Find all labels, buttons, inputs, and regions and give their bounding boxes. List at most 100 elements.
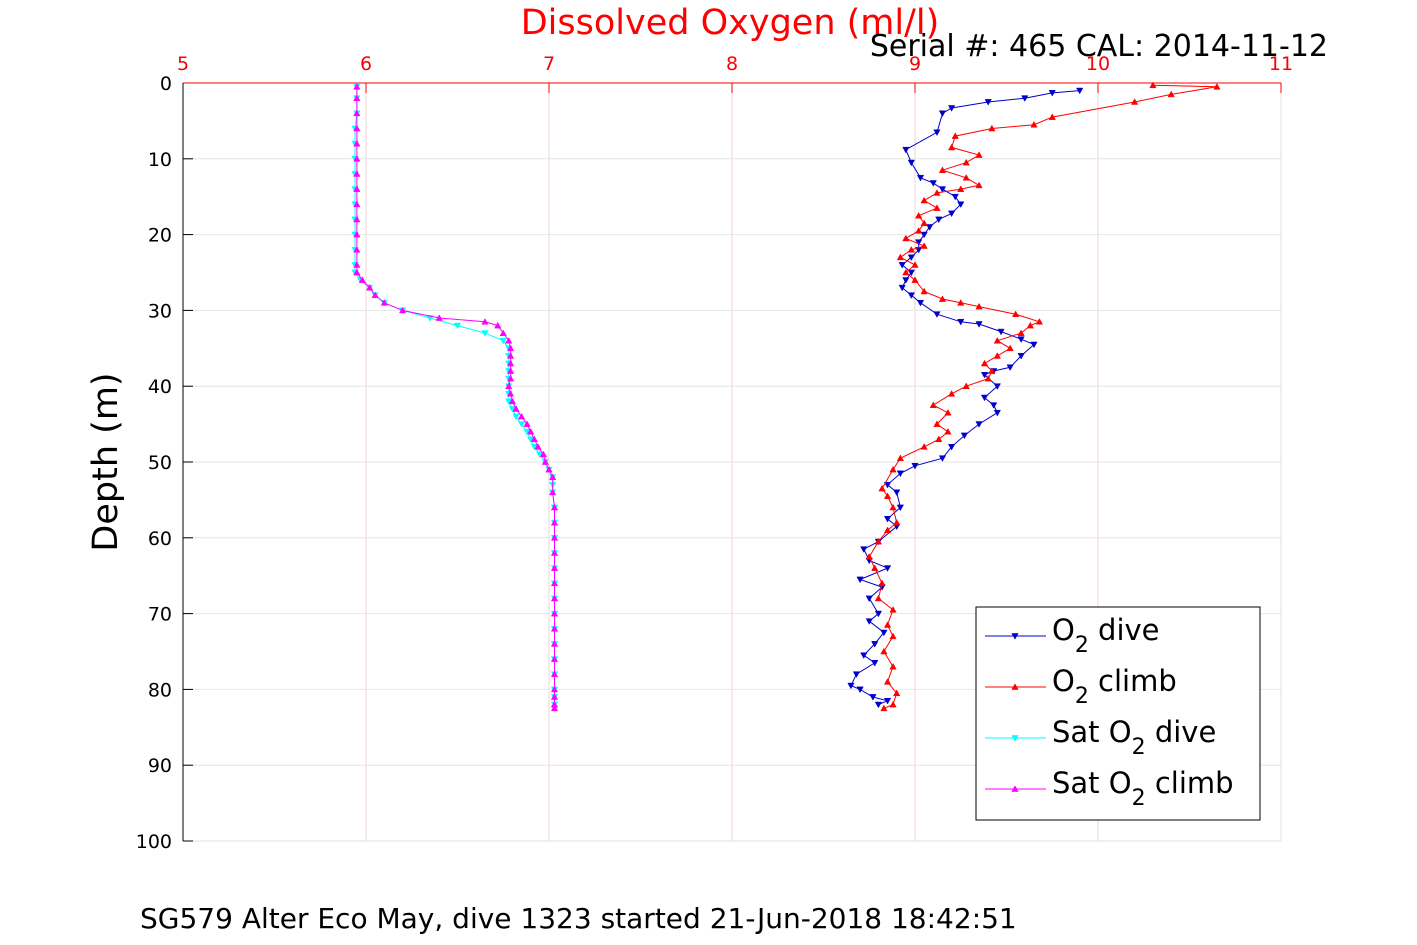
data-point-sat-o2-climb [499,329,507,336]
x-tick-label: 8 [726,53,738,75]
data-point-o2-dive [860,652,868,660]
data-point-sat-o2-climb [506,367,515,374]
data-point-o2-climb [938,166,947,173]
data-point-o2-climb [929,401,937,408]
data-point-o2-dive [980,372,989,379]
data-point-o2-climb [1048,113,1056,120]
data-point-o2-climb [920,242,928,249]
data-point-o2-dive [916,300,925,307]
chart-title: Dissolved Oxygen (ml/l) [521,3,940,43]
data-point-sat-o2-climb [549,473,557,480]
data-point-sat-o2-climb [550,549,559,556]
y-tick-label: 10 [148,149,172,171]
legend-entry-o2-dive: O2 dive [985,613,1160,658]
data-point-o2-climb [957,299,965,306]
data-point-sat-o2-climb [527,427,535,435]
data-point-o2-dive [874,610,883,618]
data-point-o2-climb [975,151,983,158]
data-point-sat-o2-climb [353,261,361,268]
data-point-o2-dive [856,686,864,694]
data-point-sat-o2-climb [353,200,361,208]
legend-box [975,606,1261,821]
data-point-sat-o2-climb [550,693,559,700]
legend: O2 dive O2 climb Sat O2 dive Sat O2 climb [975,606,1261,821]
data-point-o2-climb [980,359,989,367]
data-point-o2-climb [896,454,904,462]
data-point-o2-dive [907,159,915,167]
data-point-o2-climb [874,537,883,545]
data-point-o2-climb [896,253,904,261]
data-point-o2-climb [962,158,970,166]
y-tick-label: 90 [148,755,172,777]
data-point-o2-dive [896,470,904,478]
data-point-o2-dive [902,277,910,284]
data-point-sat-o2-climb [353,230,361,238]
data-point-o2-dive [907,269,915,277]
data-point-o2-dive [997,328,1005,336]
data-point-o2-climb [957,185,965,192]
data-point-o2-climb [920,219,928,227]
legend-label: O2 dive [1052,613,1160,658]
data-point-sat-o2-climb [512,405,520,412]
data-point-o2-climb [1213,83,1221,90]
data-point-o2-climb [944,409,952,416]
data-point-o2-dive [898,262,906,269]
data-point-o2-climb [889,606,897,613]
data-point-o2-climb [893,689,901,696]
data-point-sat-o2-climb [435,314,443,321]
data-point-sat-o2-climb [353,185,361,192]
data-point-o2-dive [847,682,855,690]
data-point-o2-climb [883,492,892,499]
data-point-o2-climb [1030,120,1038,128]
data-point-o2-dive [871,660,879,667]
data-point-sat-o2-climb [353,215,361,223]
data-point-o2-dive [938,186,947,193]
data-point-o2-dive [920,231,928,239]
y-tick-label: 70 [148,604,172,626]
data-point-sat-o2-climb [494,321,502,329]
data-point-sat-o2-dive [517,421,526,428]
data-point-o2-dive [911,462,919,470]
data-point-o2-dive [902,146,910,154]
data-point-o2-climb [1006,344,1014,352]
data-point-o2-climb [878,484,886,492]
data-point-sat-o2-climb [353,83,361,90]
data-point-o2-climb [962,174,970,181]
data-point-o2-climb [915,227,923,234]
data-point-sat-o2-climb [550,579,559,587]
data-point-sat-o2-climb [353,170,361,177]
series-layer [351,81,1221,713]
data-point-o2-climb [933,204,941,211]
data-point-o2-climb [889,700,897,708]
data-point-o2-dive [975,421,983,428]
data-point-o2-dive [907,292,915,299]
data-point-o2-climb [878,579,886,587]
data-point-sat-o2-climb [550,685,559,693]
data-point-sat-o2-climb [358,276,366,283]
data-point-o2-climb [920,196,928,204]
data-point-o2-dive [852,671,861,678]
legend-marker [1011,785,1019,792]
data-point-o2-dive [893,489,901,497]
data-point-sat-o2-climb [508,397,517,405]
data-point-o2-dive [1021,95,1029,102]
data-point-o2-climb [865,553,873,560]
data-point-o2-dive [935,216,943,224]
data-point-o2-climb [988,124,996,132]
data-point-sat-o2-climb [353,246,361,253]
y-tick-label: 0 [160,73,172,95]
data-point-o2-dive [951,193,959,201]
data-point-o2-dive [957,318,965,326]
y-tick-label: 20 [148,225,172,247]
legend-entry-sat-o2-dive: Sat O2 dive [985,715,1216,760]
data-point-sat-o2-climb [549,488,557,496]
data-point-o2-climb [993,352,1001,359]
data-point-o2-climb [1167,90,1175,98]
data-point-sat-o2-climb [550,655,559,662]
data-point-o2-climb [984,374,992,382]
data-point-o2-dive [947,105,956,112]
data-point-sat-o2-climb [353,109,361,117]
data-point-o2-climb [880,647,888,655]
data-point-sat-o2-climb [530,435,538,443]
data-point-o2-dive [957,201,965,208]
